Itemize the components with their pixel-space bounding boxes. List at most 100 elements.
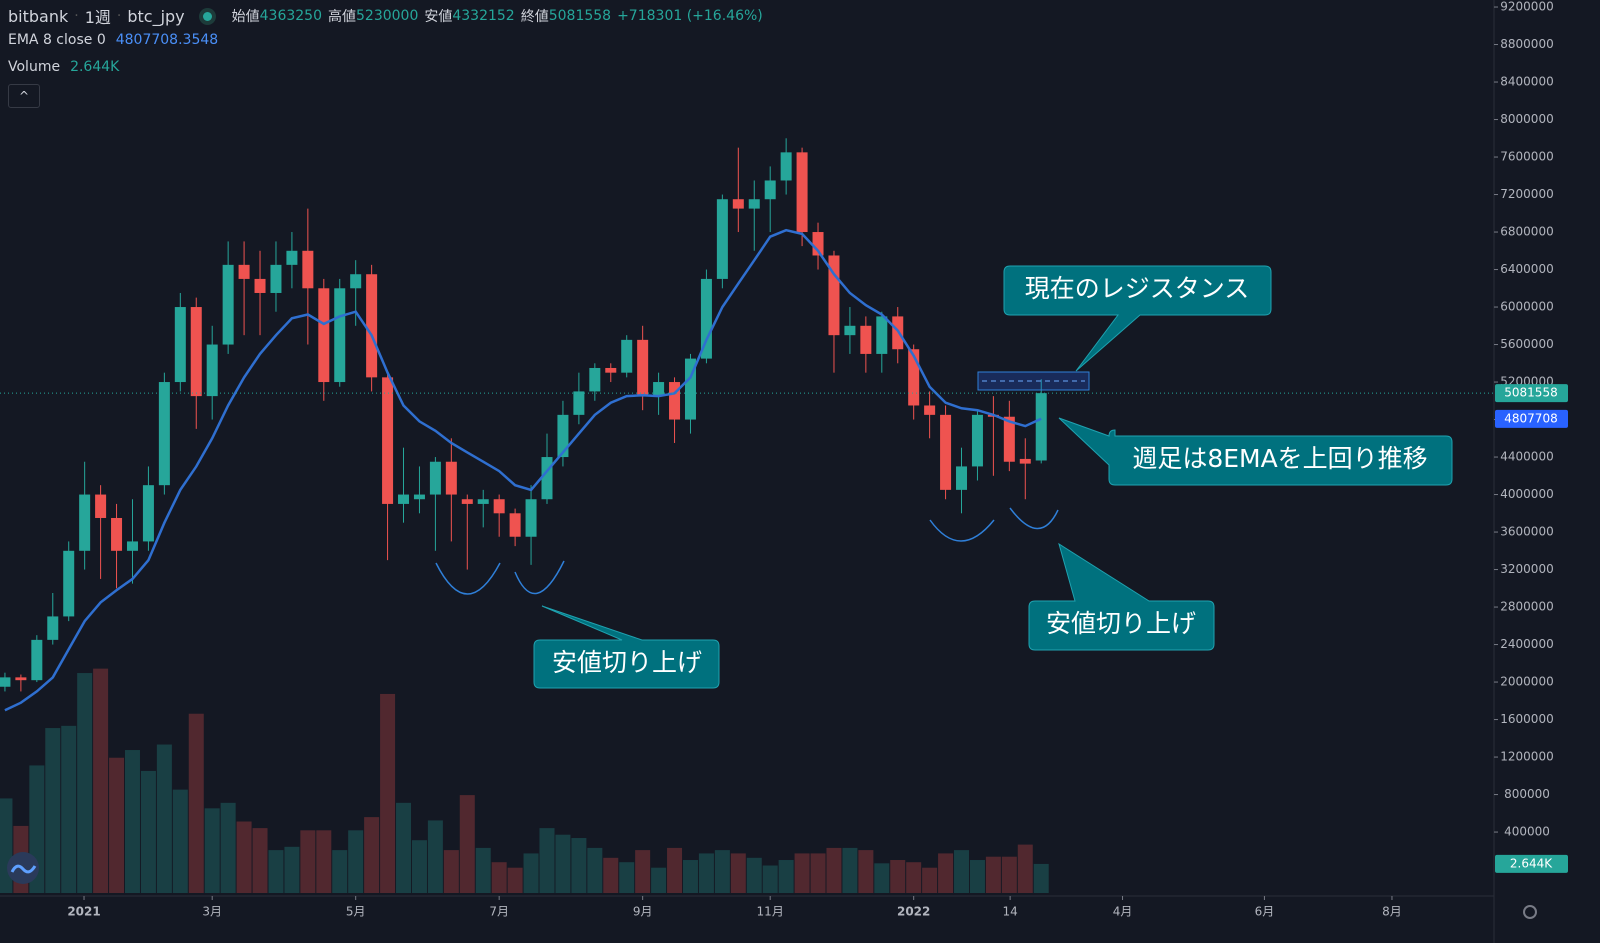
candle-body [812,232,824,256]
volume-bar [587,847,603,893]
y-tick-label: 5600000 [1500,337,1553,351]
candle-body [541,457,553,500]
volume-bar [1017,844,1033,893]
candle-body [334,288,346,383]
candle-body [222,264,234,345]
volume-bar [794,853,810,893]
collapse-button[interactable]: ^ [8,84,40,108]
volume-bar [730,853,746,893]
callouts [533,265,1453,689]
candle-body [653,382,665,397]
candle-body [860,325,872,354]
candle-body [748,199,760,209]
volume-bar [396,802,412,893]
volume-bar [268,850,284,893]
legend-value: 5230000 [356,8,419,24]
y-tick-label: 8400000 [1500,75,1553,89]
candle-body [796,152,808,233]
candle-body [461,499,473,504]
legend-value: 2.644K [70,59,120,75]
candle-body [669,382,681,420]
candle-body [270,264,282,293]
y-tick-label: 7600000 [1500,150,1553,164]
ema-line [4,228,1042,712]
volume-bar [300,830,316,893]
legend-main: bitbank · 1週 · btc_jpy 始値 4363250 高値 5230000… [8,4,763,28]
candle-body [31,639,43,681]
volume-bar [667,847,683,893]
volume-bar [1001,856,1017,893]
x-tick-label: 4月 [1113,905,1133,919]
volume-bar [619,862,635,893]
volume-bar [682,860,698,893]
legend-label: 高値 [328,9,356,25]
volume-bar [411,840,427,893]
volume-bar [842,847,858,893]
volume-bar [874,863,890,893]
settings-icon[interactable] [1523,905,1537,919]
candle-body [286,250,298,265]
legend-value: 4332152 [452,8,515,24]
candle-body [573,391,585,415]
annotation: 週足は8EMAを上回り推移 [1132,444,1427,473]
volume-bar [220,802,236,893]
candle-body [956,466,968,490]
candle-body [589,367,601,392]
volume-bar [284,846,300,893]
candle-body [924,405,936,415]
candle-body [764,180,776,200]
axis-badge [1495,384,1568,403]
symbol: bitbank [8,6,69,26]
candle-body [302,250,314,289]
axis-badge [1495,854,1568,873]
volume-bar [507,867,523,893]
annotation: 安値切り上げ [552,648,702,677]
volume-bar [954,850,970,893]
x-tick-label: 2022 [897,905,930,919]
y-tick-label: 3600000 [1500,525,1553,539]
volume-bar [77,673,93,893]
axis-badge [1495,409,1568,428]
volume-bar [0,798,13,893]
volume-bar [364,817,380,893]
legend-label: EMA 8 close 0 [8,32,106,48]
candle-body [398,494,410,504]
candle-body [700,278,712,359]
candle-body [637,339,649,397]
candle-body [1003,416,1015,462]
legend-ema: EMA 8 close 0 4807708.3548 [8,32,218,48]
volume-bar [316,830,332,893]
candle-body [876,316,888,354]
resistance-zone [977,371,1090,391]
candle-body [0,677,11,687]
y-tick-label: 400000 [1504,825,1550,839]
volume-bar [603,857,619,893]
volume-bar [778,860,794,893]
candle-body [142,485,154,542]
volume-bar [635,850,651,893]
y-tick-label: 9200000 [1500,0,1553,14]
candle-body [621,339,633,373]
y-tick-label: 2800000 [1500,600,1553,614]
x-tick-label: 5月 [346,905,366,919]
volume-bar [651,867,667,893]
volume-bar [443,850,459,893]
x-tick-label: 2021 [67,905,100,919]
x-tick-label: 7月 [489,905,509,919]
volume-bar [762,865,778,893]
candle-body [828,255,840,336]
volume-bar [969,860,985,893]
volume-bar [890,860,906,893]
axis-badge-label: 4807708 [1504,411,1557,425]
arc [1009,507,1059,530]
volume-bar [427,820,443,893]
annotation: 安値切り上げ [1046,609,1196,638]
logo-mark [10,864,37,874]
legend-label: Volume [8,59,61,75]
volume-bar [922,867,938,893]
volume-bar [475,847,491,893]
volume-bar [714,850,730,893]
y-tick-label: 4000000 [1500,487,1553,501]
volume-bar [523,853,539,893]
x-tick-label: 8月 [1382,905,1402,919]
